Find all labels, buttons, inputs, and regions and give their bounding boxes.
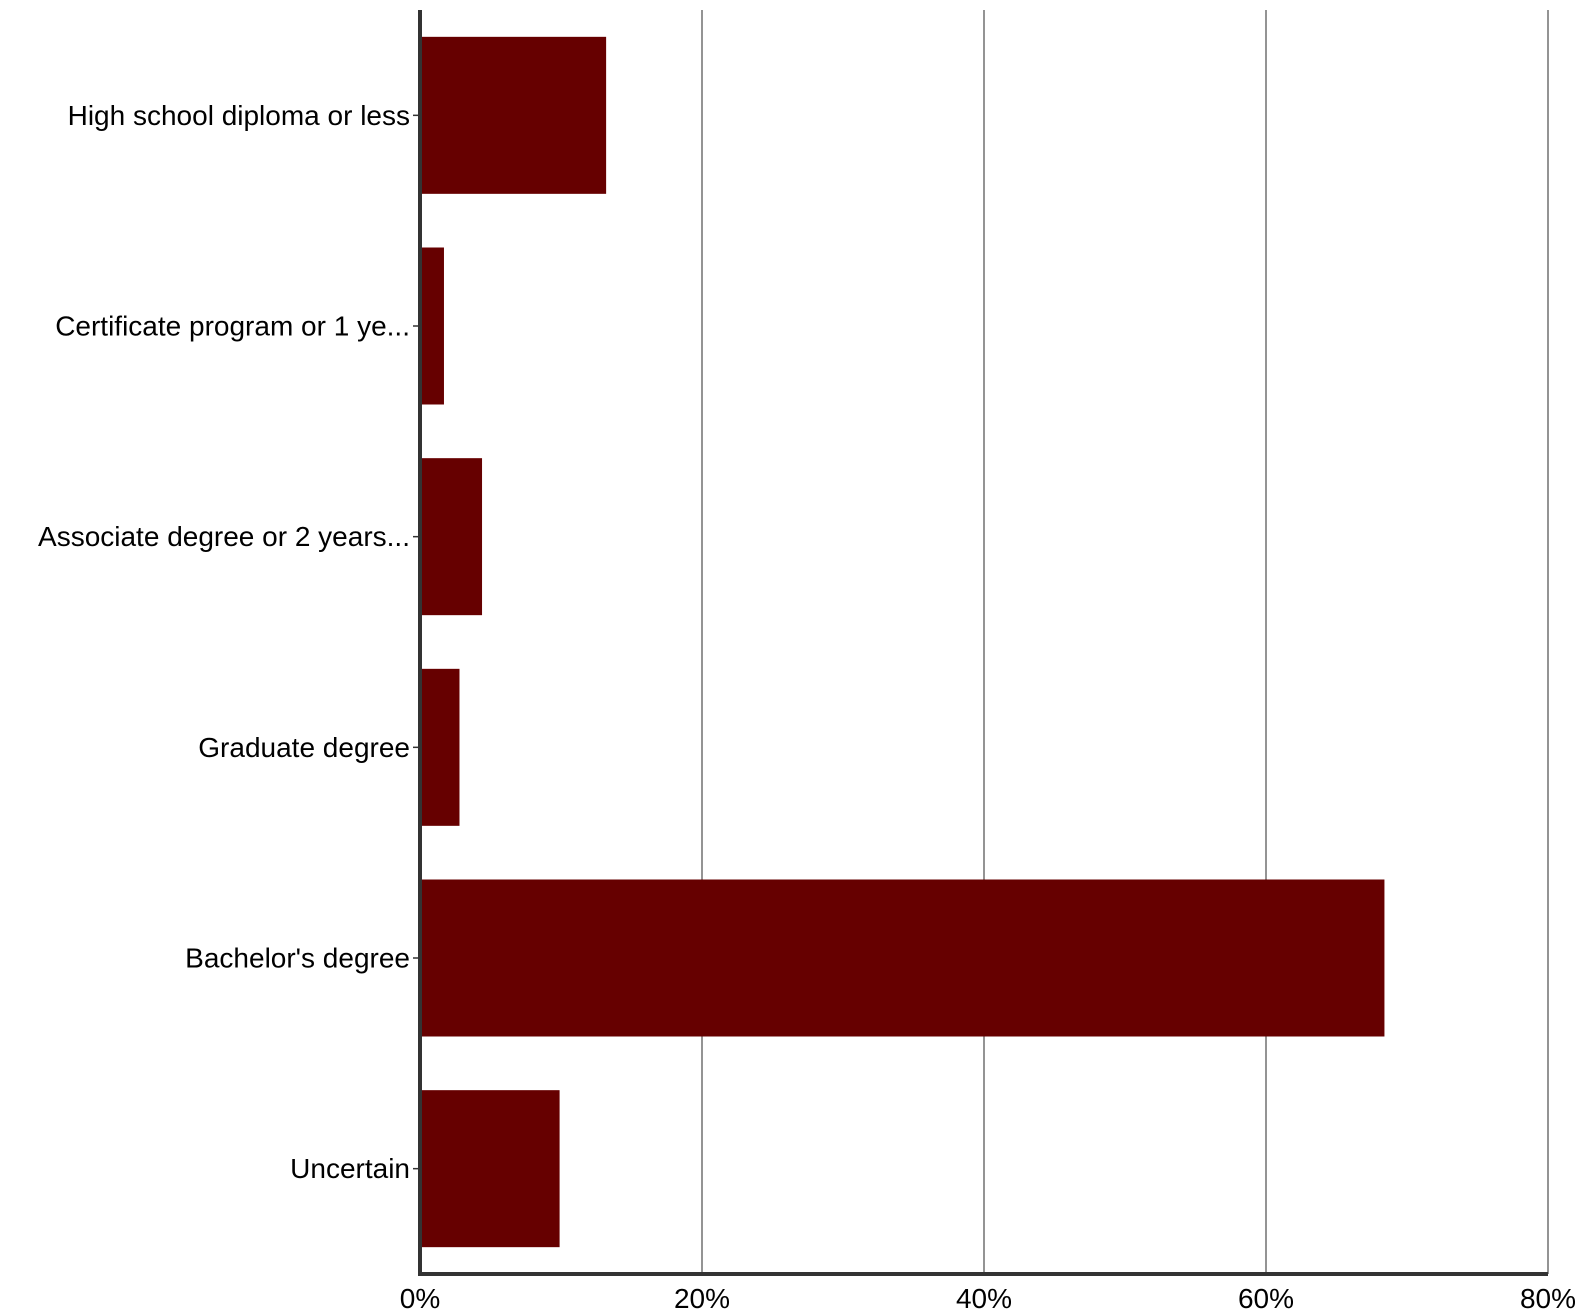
bar-graduate-degree — [420, 668, 460, 826]
bar-associate-degree-or-2-years — [420, 458, 483, 616]
axes — [418, 10, 1548, 1276]
bar-bachelor-s-degree — [420, 879, 1385, 1037]
category-labels: High school diploma or less Certificate p… — [38, 100, 420, 1184]
x-tick-labels: 0% 20% 40% 60% 80% — [400, 1283, 1576, 1314]
category-label-high-school-diploma-or-less: High school diploma or less — [68, 100, 410, 131]
x-tick-label-0: 0% — [400, 1283, 440, 1314]
x-tick-label-20: 20% — [674, 1283, 730, 1314]
bar-certificate-program-or-1-ye — [420, 247, 444, 405]
category-label-bachelor-s-degree: Bachelor's degree — [185, 943, 410, 974]
x-tick-label-60: 60% — [1238, 1283, 1294, 1314]
x-tick-label-80: 80% — [1520, 1283, 1576, 1314]
x-tick-label-40: 40% — [956, 1283, 1012, 1314]
bar-high-school-diploma-or-less — [420, 36, 607, 194]
category-label-graduate-degree: Graduate degree — [198, 732, 410, 763]
category-label-associate-degree-or-2-years: Associate degree or 2 years... — [38, 521, 410, 552]
category-label-uncertain: Uncertain — [290, 1153, 410, 1184]
bar-uncertain — [420, 1090, 560, 1248]
category-label-certificate-program-or-1-ye: Certificate program or 1 ye... — [55, 311, 410, 342]
grid-lines — [701, 10, 1549, 1274]
bars — [420, 36, 1385, 1248]
